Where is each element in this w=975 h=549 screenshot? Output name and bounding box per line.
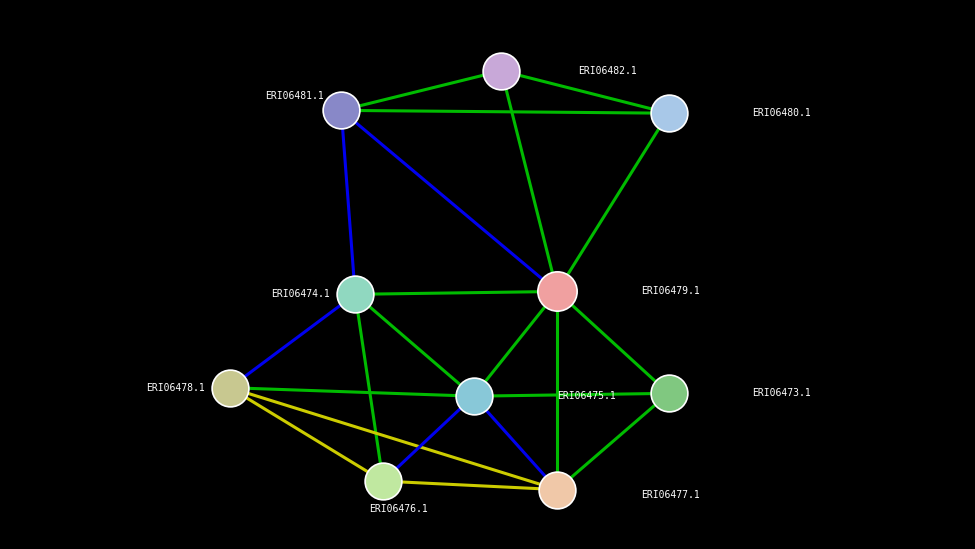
Text: ERI06476.1: ERI06476.1 [370, 505, 428, 514]
Point [549, 287, 565, 296]
Text: ERI06480.1: ERI06480.1 [752, 108, 811, 118]
Text: ERI06473.1: ERI06473.1 [752, 388, 811, 399]
Text: ERI06474.1: ERI06474.1 [272, 289, 331, 299]
Text: ERI06477.1: ERI06477.1 [641, 490, 699, 500]
Point [347, 290, 363, 299]
Text: ERI06481.1: ERI06481.1 [264, 91, 324, 101]
Point [466, 392, 482, 401]
Text: ERI06482.1: ERI06482.1 [578, 66, 637, 76]
Point [375, 477, 391, 485]
Point [222, 383, 238, 392]
Point [333, 106, 349, 115]
Text: ERI06478.1: ERI06478.1 [146, 383, 205, 393]
Point [661, 389, 677, 397]
Point [661, 109, 677, 117]
Point [549, 485, 565, 494]
Text: ERI06479.1: ERI06479.1 [641, 287, 699, 296]
Text: ERI06475.1: ERI06475.1 [557, 391, 616, 401]
Point [493, 66, 509, 75]
